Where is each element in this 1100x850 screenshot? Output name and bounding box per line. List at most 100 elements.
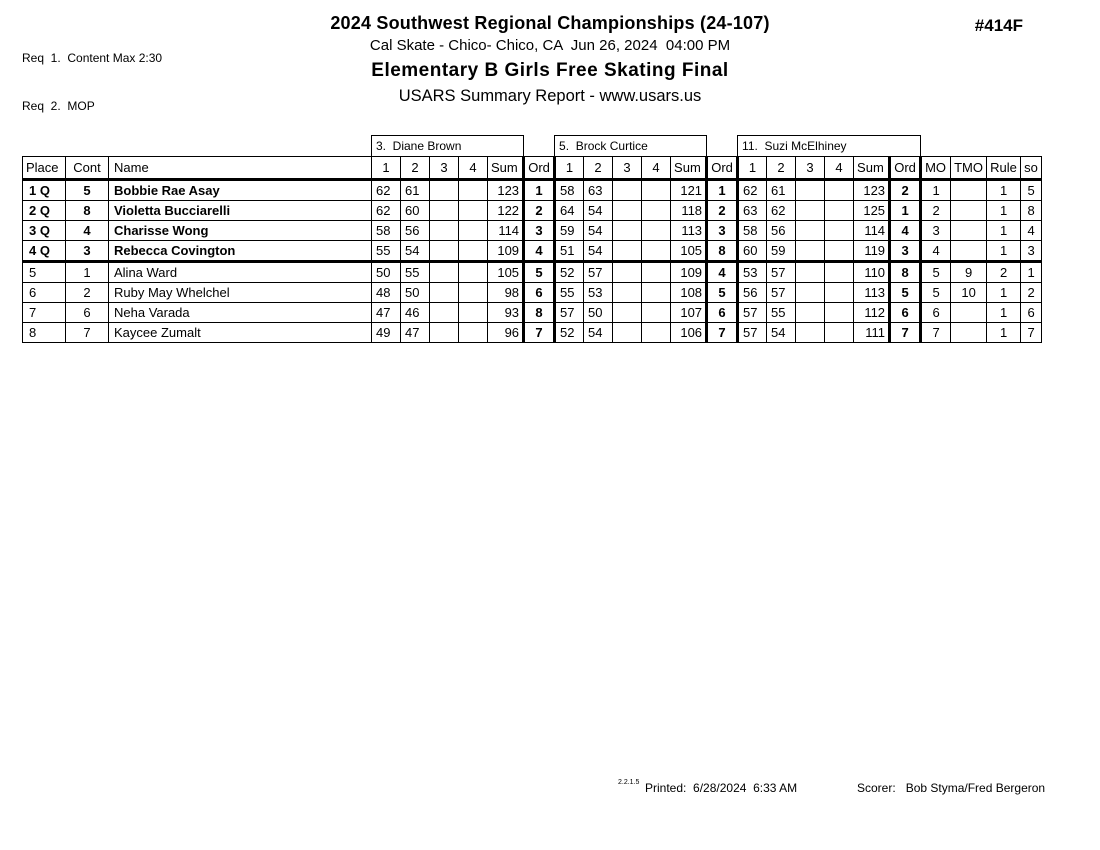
- judge1-score-2-cell: 47: [400, 322, 430, 343]
- col-header-mo: MO: [920, 156, 952, 181]
- judge3-sum-cell: 123: [853, 179, 891, 201]
- col-header-so: so: [1020, 156, 1043, 181]
- judge1-sum-cell: 98: [486, 282, 525, 303]
- rule-cell: 1: [986, 302, 1022, 323]
- judge2-score-3-cell: [612, 282, 643, 303]
- judge2-ord-cell: 1: [705, 179, 740, 201]
- judge3-score-1-cell: 57: [737, 302, 768, 323]
- col-header-judge2-ord: Ord: [705, 156, 740, 181]
- title-block: 2024 Southwest Regional Championships (2…: [0, 13, 1100, 106]
- judge3-score-3-cell: [795, 261, 826, 283]
- judge2-score-4-cell: [641, 282, 672, 303]
- judge1-score-1-cell: 58: [371, 220, 401, 241]
- table-row: 5 1 Alina Ward 50 55 105 5 52 57 109 4 53 57 110 8 5 9 2 1: [22, 261, 1043, 283]
- judge2-score-3-cell: [612, 220, 643, 241]
- judge2-score-4-cell: [641, 302, 672, 323]
- judge2-sum-cell: 108: [670, 282, 708, 303]
- judge2-score-4-cell: [641, 322, 672, 343]
- judge3-score-4-cell: [824, 302, 855, 323]
- table-row: 4 Q 3 Rebecca Covington 55 54 109 4 51 54 105 8 60 5…: [22, 240, 1043, 263]
- judge1-score-1-cell: 55: [371, 240, 401, 263]
- rule-cell: 1: [986, 220, 1022, 241]
- so-cell: 6: [1020, 302, 1043, 323]
- table-row: 6 2 Ruby May Whelchel 48 50 98 6 55 53 108 5 56 57 11…: [22, 282, 1043, 303]
- judge3-score-2-cell: 56: [766, 220, 797, 241]
- judge2-score-2-cell: 54: [583, 200, 614, 221]
- col-header-judge1-sum: Sum: [486, 156, 525, 181]
- judge3-score-3-cell: [795, 302, 826, 323]
- judge1-score-1-cell: 47: [371, 302, 401, 323]
- table-row: 7 6 Neha Varada 47 46 93 8 57 50 107 6 57 55 112 6 6 1 6: [22, 302, 1043, 323]
- name-cell: Alina Ward: [108, 261, 372, 283]
- judge3-ord-cell: 6: [888, 302, 923, 323]
- judge1-score-1-cell: 62: [371, 179, 401, 201]
- event-number: #414F: [974, 16, 1023, 35]
- place-cell: 6: [22, 282, 66, 303]
- col-header-judge3-ord: Ord: [888, 156, 923, 181]
- judge1-score-3-cell: [429, 200, 459, 221]
- judge2-ord-cell: 3: [705, 220, 740, 241]
- judge2-score-2-cell: 50: [583, 302, 614, 323]
- tmo-cell: [950, 322, 988, 343]
- judge3-sum-cell: 114: [853, 220, 891, 241]
- name-cell: Violetta Bucciarelli: [108, 200, 372, 221]
- judge2-sum-cell: 106: [670, 322, 708, 343]
- place-cell: 7: [22, 302, 66, 323]
- cont-cell: 4: [65, 220, 109, 241]
- judge1-score-4-cell: [458, 179, 488, 201]
- judge2-sum-cell: 118: [670, 200, 708, 221]
- judge1-sum-cell: 93: [486, 302, 525, 323]
- judge3-score-3-cell: [795, 220, 826, 241]
- judge1-score-1-cell: 49: [371, 322, 401, 343]
- so-cell: 1: [1020, 261, 1043, 283]
- judge-header-row: 3. Diane Brown 5. Brock Curtice 11. Suzi…: [23, 135, 1042, 157]
- judge3-score-3-cell: [795, 240, 826, 263]
- judge2-score-3-cell: [612, 302, 643, 323]
- judge3-sum-cell: 111: [853, 322, 891, 343]
- judge3-ord-cell: 1: [888, 200, 923, 221]
- cont-cell: 1: [65, 261, 109, 283]
- req-line-1: Req 1. Content Max 2:30: [22, 51, 163, 65]
- judge1-score-3-cell: [429, 179, 459, 201]
- mo-cell: 5: [920, 261, 952, 283]
- judge2-sum-cell: 107: [670, 302, 708, 323]
- judge1-score-2-cell: 56: [400, 220, 430, 241]
- so-cell: 5: [1020, 179, 1043, 201]
- judge1-score-4-cell: [458, 302, 488, 323]
- judge-row-spacer: [707, 136, 738, 157]
- results-table: 3. Diane Brown 5. Brock Curtice 11. Suzi…: [22, 135, 1043, 343]
- col-header-judge3-trial-3: 3: [795, 156, 826, 181]
- judge1-score-3-cell: [429, 261, 459, 283]
- col-header-judge3-trial-1: 1: [737, 156, 768, 181]
- report-title: 2024 Southwest Regional Championships (2…: [330, 13, 770, 33]
- col-header-judge3-trial-4: 4: [824, 156, 855, 181]
- judge3-score-1-cell: 60: [737, 240, 768, 263]
- judge2-ord-cell: 2: [705, 200, 740, 221]
- judge2-score-1-cell: 64: [554, 200, 585, 221]
- mo-cell: 4: [920, 240, 952, 263]
- judge1-ord-cell: 2: [522, 200, 557, 221]
- judge1-score-4-cell: [458, 240, 488, 263]
- judge1-score-1-cell: 62: [371, 200, 401, 221]
- judge3-score-3-cell: [795, 322, 826, 343]
- judge3-score-3-cell: [795, 179, 826, 201]
- mo-cell: 5: [920, 282, 952, 303]
- judge2-score-1-cell: 58: [554, 179, 585, 201]
- judge1-sum-cell: 114: [486, 220, 525, 241]
- judge3-ord-cell: 8: [888, 261, 923, 283]
- judge2-score-4-cell: [641, 179, 672, 201]
- venue-date-line: Cal Skate - Chico- Chico, CA Jun 26, 202…: [369, 37, 731, 54]
- judge1-score-4-cell: [458, 322, 488, 343]
- place-cell: 3 Q: [22, 220, 66, 241]
- judge3-score-4-cell: [824, 220, 855, 241]
- name-cell: Neha Varada: [108, 302, 372, 323]
- judge1-ord-cell: 5: [522, 261, 557, 283]
- name-cell: Rebecca Covington: [108, 240, 372, 263]
- judge1-score-2-cell: 61: [400, 179, 430, 201]
- rule-cell: 1: [986, 179, 1022, 201]
- judge2-ord-cell: 7: [705, 322, 740, 343]
- judge2-score-2-cell: 53: [583, 282, 614, 303]
- requirements: Req 1. Content Max 2:30 Req 2. MOP: [22, 18, 162, 146]
- judge2-ord-cell: 4: [705, 261, 740, 283]
